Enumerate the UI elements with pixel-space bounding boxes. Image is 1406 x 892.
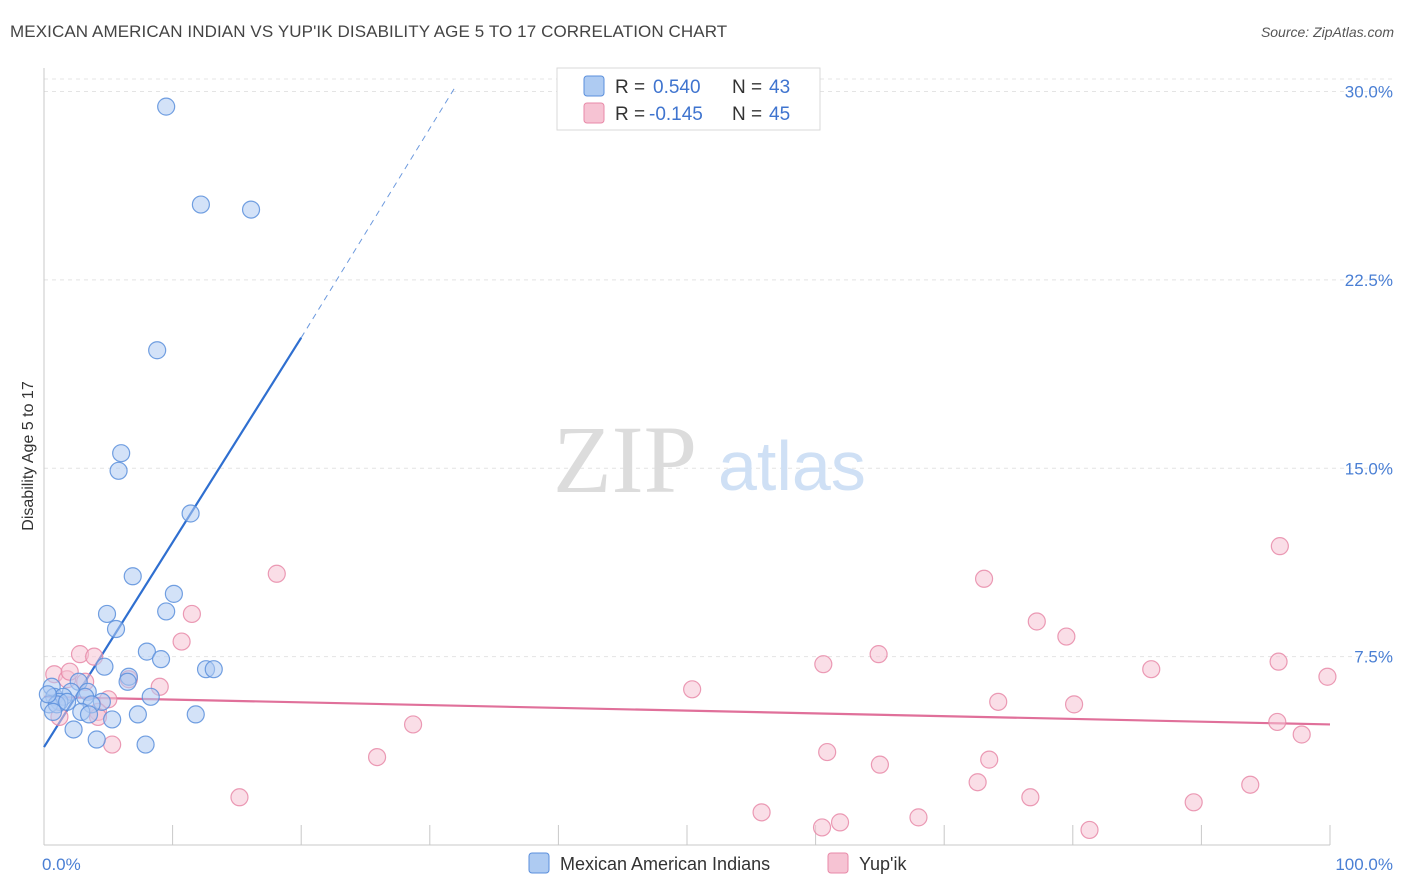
yupik-point (1269, 652, 1288, 671)
yupik-point (1184, 793, 1203, 812)
bottom-legend-swatch-pink (827, 852, 849, 874)
mexican-american-indian-point (95, 657, 114, 676)
yupik-point (909, 808, 928, 827)
bottom-legend-label-pink: Yup'ik (859, 854, 907, 874)
yupik-point (1241, 775, 1260, 794)
yupik-point (172, 632, 191, 651)
yupik-point (818, 742, 837, 762)
mexican-american-indian-point (128, 705, 147, 724)
yupik-point (403, 715, 423, 734)
grid-lines (44, 78, 1392, 658)
trend-line-pink (43, 695, 1331, 726)
y-tick-label: 22.5% (1345, 271, 1393, 290)
correlation-legend: R = 0.540 N = 43 R = -0.145 N = 45 (556, 67, 821, 131)
yupik-point (1021, 788, 1040, 807)
y-tick-label: 30.0% (1345, 83, 1393, 102)
yupik-point (267, 564, 286, 583)
series-legend: Mexican American Indians Yup'ik (528, 852, 907, 874)
mexican-american-indian-point (97, 604, 117, 624)
mexican-american-indian-point (241, 200, 261, 219)
yupik-points (45, 537, 1337, 840)
x-tick-label-min: 0.0% (42, 855, 81, 874)
yupik-point (230, 788, 249, 807)
watermark-zip: ZIP (553, 406, 697, 513)
yupik-point (182, 604, 201, 624)
legend-n-value-pink: 45 (769, 104, 790, 125)
yupik-point (1292, 725, 1311, 744)
mexican-american-indian-point (43, 702, 63, 721)
yupik-point (814, 655, 833, 674)
legend-r-label-pink: R = (615, 104, 645, 125)
mexican-american-indian-point (204, 660, 223, 679)
yupik-point (683, 680, 702, 699)
yupik-point (1270, 537, 1289, 556)
yupik-point (869, 645, 888, 664)
bottom-legend-swatch-blue (528, 852, 550, 874)
mexican-american-indian-point (112, 444, 131, 463)
mexican-american-indian-point (186, 705, 205, 724)
y-axis-label: Disability Age 5 to 17 (20, 381, 37, 531)
mexican-american-indian-point (164, 584, 183, 603)
y-tick-labels: 7.5% 15.0% 22.5% 30.0% (1345, 83, 1393, 667)
watermark: ZIP atlas (553, 406, 866, 513)
mexican-american-indian-point (118, 672, 137, 691)
mexican-american-indian-point (87, 730, 106, 749)
yupik-point (968, 773, 987, 792)
yupik-point (1057, 627, 1076, 646)
mexican-american-indian-point (58, 692, 77, 711)
mexican-american-indian-point (136, 735, 155, 754)
mexican-american-indian-point (137, 642, 156, 661)
yupik-point (1142, 660, 1161, 679)
yupik-point (1064, 695, 1084, 714)
mexican-american-indian-point (157, 602, 176, 621)
trend-line-blue-extension (300, 86, 456, 338)
yupik-point (830, 813, 850, 832)
legend-r-label-blue: R = (615, 77, 645, 98)
bottom-legend-label-blue: Mexican American Indians (560, 854, 770, 874)
yupik-point (980, 750, 999, 769)
mexican-american-indian-point (191, 195, 210, 214)
mexican-american-indian-point (38, 685, 57, 704)
yupik-point (812, 818, 832, 837)
mexican-american-indian-point (106, 619, 126, 639)
mexican-american-indian-point (151, 650, 171, 669)
yupik-point (367, 747, 387, 767)
x-ticks (43, 825, 1331, 845)
y-tick-label: 15.0% (1345, 459, 1393, 478)
yupik-point (974, 569, 994, 588)
mexican-american-indian-point (64, 720, 83, 739)
x-tick-label-max: 100.0% (1335, 855, 1393, 874)
chart-title: MEXICAN AMERICAN INDIAN VS YUP'IK DISABI… (10, 22, 728, 41)
yupik-point (752, 803, 771, 822)
legend-n-value-blue: 43 (769, 77, 790, 98)
mexican-american-indian-point (103, 710, 122, 729)
yupik-point (1318, 667, 1337, 686)
mexican-american-indian-point (141, 687, 160, 706)
mexican-american-indian-point (157, 97, 176, 116)
mexican-american-indian-point (109, 461, 128, 480)
yupik-point (1027, 612, 1046, 631)
mexican-american-indian-points (38, 97, 261, 754)
watermark-atlas: atlas (718, 427, 866, 505)
legend-r-value-blue: 0.540 (653, 77, 701, 98)
yupik-point (103, 735, 122, 754)
legend-n-label-blue: N = (732, 77, 762, 98)
yupik-point (870, 755, 890, 774)
legend-n-label-pink: N = (732, 104, 762, 125)
mexican-american-indian-point (148, 341, 167, 360)
legend-swatch-pink (583, 102, 605, 124)
source-attribution: Source: ZipAtlas.com (1260, 24, 1394, 40)
mexican-american-indian-point (79, 705, 99, 724)
mexican-american-indian-point (123, 567, 142, 586)
yupik-point (989, 692, 1008, 711)
mexican-american-indian-point (181, 504, 200, 523)
y-tick-label: 7.5% (1354, 648, 1393, 667)
yupik-point (1268, 712, 1287, 732)
legend-swatch-blue (583, 75, 605, 97)
legend-r-value-pink: -0.145 (649, 104, 703, 125)
yupik-point (1080, 820, 1099, 840)
